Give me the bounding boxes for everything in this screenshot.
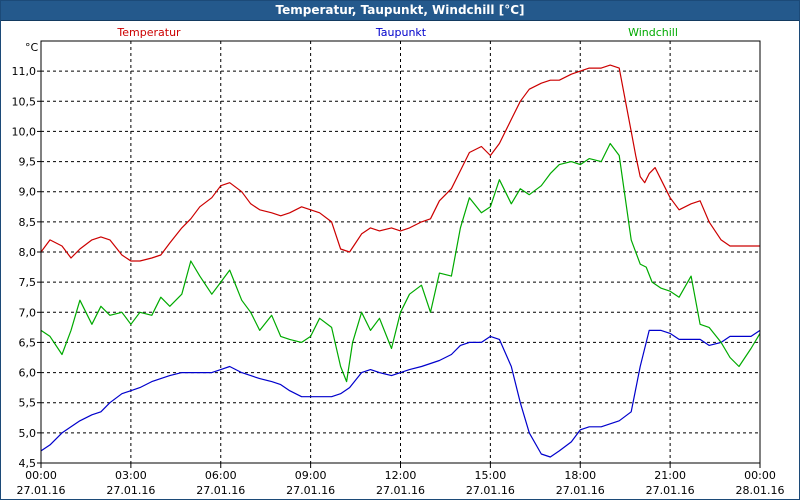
y-tick-label: 8,0 xyxy=(19,246,37,259)
plot-frame xyxy=(40,40,761,464)
series-line-taupunkt xyxy=(40,329,761,458)
y-tick-label: 7,5 xyxy=(19,276,37,289)
y-tick-label: 11,0 xyxy=(12,65,37,78)
x-tick-label-date: 28.01.16 xyxy=(736,484,785,497)
x-tick-label-time: 12:00 xyxy=(385,469,417,482)
legend-taupunkt: Taupunkt xyxy=(375,26,427,39)
y-tick-label: 10,0 xyxy=(12,125,37,138)
x-tick-label-date: 27.01.16 xyxy=(106,484,155,497)
y-tick-label: 5,5 xyxy=(19,397,37,410)
chart-title: Temperatur, Taupunkt, Windchill [°C] xyxy=(275,3,525,17)
y-tick-label: 6,0 xyxy=(19,367,37,380)
x-tick-label-date: 27.01.16 xyxy=(196,484,245,497)
x-tick-label-time: 03:00 xyxy=(115,469,147,482)
x-tick-label-time: 09:00 xyxy=(295,469,327,482)
series-line-windchill xyxy=(40,142,761,383)
x-tick-label-date: 27.01.16 xyxy=(286,484,335,497)
x-tick-label-date: 27.01.16 xyxy=(376,484,425,497)
x-tick-label-time: 18:00 xyxy=(564,469,596,482)
y-tick-label: 5,0 xyxy=(19,427,37,440)
y-axis-unit: °C xyxy=(25,41,39,54)
y-tick-label: 4,5 xyxy=(19,457,37,470)
chart-svg: 4,5 5,0 5,5 6,0 6,5 7,0 7,5 8,0 8,5 9,0 9,5 10,0 10,… xyxy=(12,26,785,497)
series-line-temperatur xyxy=(40,64,760,262)
x-tick-label-date: 27.01.16 xyxy=(17,484,66,497)
title-bar: Temperatur, Taupunkt, Windchill [°C] xyxy=(1,1,799,21)
x-tick-label-time: 00:00 xyxy=(744,469,776,482)
x-tick-label-date: 27.01.16 xyxy=(646,484,695,497)
y-tick-label: 6,5 xyxy=(19,336,37,349)
y-tick-label: 9,0 xyxy=(19,186,37,199)
y-tick-label: 9,5 xyxy=(19,156,37,169)
y-tick-label: 8,5 xyxy=(19,216,37,229)
x-tick-label-time: 21:00 xyxy=(654,469,686,482)
x-tick-label-date: 27.01.16 xyxy=(556,484,605,497)
x-tick-label-time: 00:00 xyxy=(25,469,57,482)
x-tick-label-time: 15:00 xyxy=(475,469,507,482)
y-tick-label: 10,5 xyxy=(12,95,37,108)
x-tick-label-date: 27.01.16 xyxy=(466,484,515,497)
y-tick-label: 7,0 xyxy=(19,306,37,319)
legend-windchill: Windchill xyxy=(628,26,678,39)
x-tick-label-time: 06:00 xyxy=(205,469,237,482)
legend-temperatur: Temperatur xyxy=(116,26,181,39)
